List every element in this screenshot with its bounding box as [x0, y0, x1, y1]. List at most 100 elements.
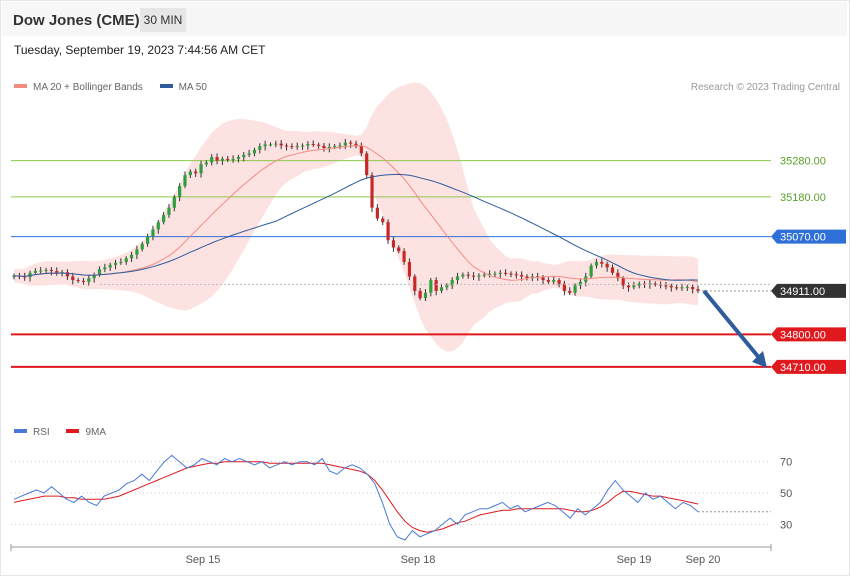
candle — [477, 273, 481, 281]
candle — [466, 271, 470, 279]
candle-body — [306, 144, 310, 146]
candle-body — [71, 276, 75, 281]
candle — [322, 142, 326, 152]
legend-item-ma50: MA 50 — [159, 82, 207, 93]
candle-body — [23, 276, 27, 278]
candle-body — [370, 175, 374, 208]
candle — [386, 219, 390, 244]
legend-label-ma20: MA 20 + Bollinger Bands — [33, 82, 143, 93]
candle-body — [119, 261, 123, 263]
candle — [605, 261, 609, 272]
candle-body — [12, 275, 16, 278]
candle-body — [637, 283, 641, 286]
candle-body — [252, 149, 257, 154]
candle — [306, 141, 310, 150]
level-label-0: 35280.00 — [780, 156, 826, 168]
ma20-line — [13, 145, 699, 283]
candle-body — [204, 162, 208, 165]
candle — [33, 268, 37, 275]
candle — [391, 236, 396, 252]
candle-body — [653, 283, 657, 285]
candle-body — [247, 153, 251, 155]
candle — [637, 281, 641, 289]
candle — [546, 277, 550, 285]
candle — [675, 284, 679, 291]
rsi-tick-label: 50 — [780, 488, 792, 500]
candle — [231, 155, 235, 163]
candle-body — [81, 280, 86, 282]
candle — [600, 258, 604, 268]
rsi-9ma-line — [13, 461, 699, 533]
ma50-line — [13, 173, 699, 281]
candle — [461, 272, 465, 279]
candle — [215, 153, 219, 165]
candle-body — [167, 207, 171, 215]
candle-body — [55, 271, 59, 274]
candle-body — [129, 254, 134, 259]
candle-body — [215, 157, 219, 161]
level-label-3: 34800.00 — [780, 329, 826, 341]
rsi-swatch — [14, 429, 27, 434]
candle-body — [391, 240, 396, 248]
candle — [113, 259, 118, 270]
candle — [49, 267, 54, 276]
candle — [316, 142, 321, 149]
candle — [450, 277, 454, 290]
candle-body — [44, 269, 48, 271]
candle — [509, 271, 513, 278]
candle-body — [658, 284, 663, 286]
candle — [140, 241, 144, 252]
candle-body — [445, 285, 449, 288]
candle-body — [675, 287, 679, 289]
candle — [557, 277, 561, 288]
candle-body — [349, 142, 353, 144]
candle-body — [664, 285, 668, 287]
candle-body — [482, 274, 486, 276]
candle-body — [210, 157, 214, 163]
candle — [194, 168, 198, 177]
candle-body — [562, 283, 567, 291]
candle-body — [97, 269, 102, 275]
interval-selector[interactable]: 30 MIN — [140, 8, 186, 32]
candle-body — [578, 281, 583, 286]
candle-body — [327, 146, 331, 148]
candle-body — [226, 158, 230, 160]
candle — [167, 204, 171, 218]
candle-body — [546, 280, 550, 282]
candle-body — [466, 274, 470, 276]
candle — [151, 225, 155, 241]
candle-body — [33, 271, 37, 273]
candle — [162, 212, 166, 225]
candle-body — [669, 285, 673, 288]
9ma-swatch — [66, 429, 80, 434]
candle-body — [188, 171, 192, 176]
candle — [87, 274, 91, 286]
candle-body — [504, 272, 508, 274]
candle-body — [552, 280, 556, 282]
candle-body — [156, 222, 160, 230]
candle — [413, 274, 417, 296]
candle-body — [151, 229, 155, 237]
level-label-2: 35070.00 — [780, 232, 826, 244]
level-tag-3 — [771, 327, 846, 342]
candle — [429, 277, 433, 297]
level-label-4: 34710.00 — [780, 362, 826, 374]
candle — [135, 245, 139, 260]
candle-body — [274, 143, 278, 145]
candle — [65, 269, 70, 281]
candle — [279, 140, 283, 150]
candle — [311, 140, 315, 147]
candle-body — [407, 261, 412, 277]
x-tick-label: Sep 20 — [686, 554, 721, 566]
candle — [359, 142, 363, 157]
candle — [274, 140, 278, 148]
candle — [493, 271, 497, 278]
candle — [172, 194, 176, 212]
candle-body — [375, 207, 379, 219]
forecast-arrow-shaft — [702, 289, 762, 361]
candle — [76, 277, 80, 283]
candle-body — [520, 275, 524, 277]
candle-body — [279, 143, 283, 146]
candle-body — [49, 269, 54, 272]
candle-body — [103, 267, 107, 270]
